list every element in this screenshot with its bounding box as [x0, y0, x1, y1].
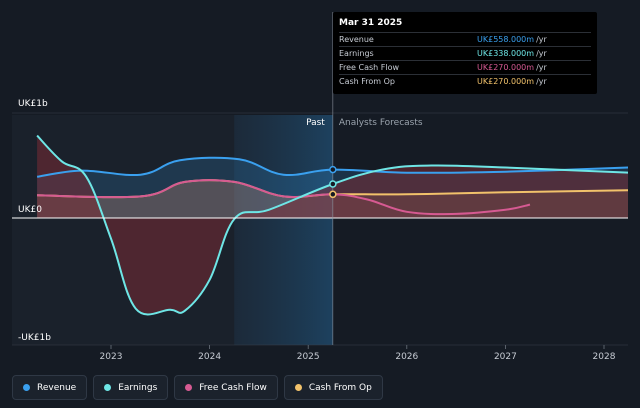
legend-dot-icon — [294, 384, 302, 391]
marker-dot — [329, 165, 337, 174]
tooltip-label: Earnings — [339, 49, 374, 58]
line-earnings — [36, 134, 628, 316]
tooltip: Mar 31 2025 Revenue UK£558.000m/yr Earning… — [333, 12, 597, 94]
x-tick-label: 2024 — [198, 352, 221, 362]
tooltip-row: Cash From Op UK£270.000m/yr — [339, 74, 591, 88]
area-free-cash-flow — [37, 180, 530, 218]
tooltip-value: UK£338.000m — [477, 49, 535, 58]
tooltip-value: UK£270.000m — [477, 63, 535, 72]
forecast-label: Analysts Forecasts — [339, 118, 423, 128]
tooltip-label: Revenue — [339, 35, 374, 44]
tooltip-unit: /yr — [536, 77, 547, 86]
legend-item-free-cash-flow[interactable]: Free Cash Flow — [174, 375, 278, 400]
legend-dot-icon — [104, 384, 112, 391]
tooltip-label: Free Cash Flow — [339, 63, 400, 72]
tooltip-row: Free Cash Flow UK£270.000m/yr — [339, 60, 591, 74]
legend-label: Earnings — [118, 382, 158, 393]
y-label-bottom: -UK£1b — [18, 333, 51, 343]
tooltip-unit: /yr — [536, 35, 547, 44]
past-label: Past — [306, 118, 325, 128]
legend-label: Revenue — [37, 382, 77, 393]
y-label-zero: UK£0 — [18, 205, 42, 215]
legend-dot-icon — [185, 384, 193, 391]
y-label-top: UK£1b — [18, 99, 48, 109]
legend-label: Free Cash Flow — [199, 382, 267, 393]
legend-item-revenue[interactable]: Revenue — [12, 375, 88, 400]
tooltip-row: Earnings UK£338.000m/yr — [339, 46, 591, 60]
tooltip-unit: /yr — [536, 63, 547, 72]
x-tick-label: 2023 — [100, 352, 123, 362]
x-tick-label: 2026 — [395, 352, 418, 362]
marker-dot — [329, 180, 337, 188]
x-tick-label: 2025 — [297, 352, 320, 362]
legend-dot-icon — [23, 384, 30, 391]
marker-dot — [329, 190, 337, 199]
x-tick-label: 2028 — [593, 352, 616, 362]
tooltip-row: Revenue UK£558.000m/yr — [339, 32, 591, 46]
legend: Revenue Earnings Free Cash Flow Cash From O… — [12, 375, 383, 400]
legend-item-cash-from-op[interactable]: Cash From Op — [283, 375, 383, 400]
highlight-region — [234, 115, 333, 345]
area-earnings — [37, 135, 628, 315]
tooltip-date: Mar 31 2025 — [339, 18, 403, 28]
legend-label: Cash From Op — [308, 382, 372, 393]
x-tick-label: 2027 — [494, 352, 517, 362]
line-revenue — [36, 156, 628, 178]
tooltip-label: Cash From Op — [339, 77, 396, 86]
legend-item-earnings[interactable]: Earnings — [93, 375, 169, 400]
tooltip-value: UK£558.000m — [477, 35, 535, 44]
tooltip-value: UK£270.000m — [477, 77, 535, 86]
tooltip-unit: /yr — [536, 49, 547, 58]
